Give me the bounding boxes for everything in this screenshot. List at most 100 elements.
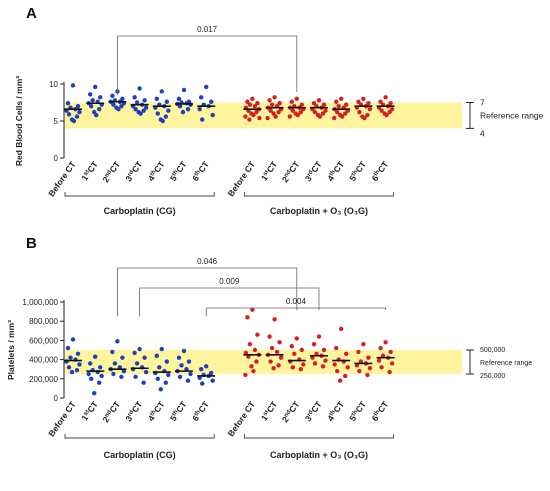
data-point — [65, 345, 71, 351]
data-point — [388, 349, 393, 355]
data-point — [181, 87, 187, 93]
data-point — [97, 106, 102, 112]
y-tick-label: 1,000,000 — [22, 298, 58, 307]
data-point — [132, 350, 137, 356]
data-point — [287, 114, 292, 119]
category-label: 6thCT — [190, 399, 211, 423]
reference-high-label: 7 — [480, 98, 485, 108]
data-point — [321, 102, 327, 107]
data-point — [323, 108, 328, 113]
data-point — [314, 351, 319, 357]
data-point — [137, 86, 142, 91]
data-point — [66, 112, 72, 117]
group-label: Carboplatin (CG) — [104, 450, 176, 460]
category-label: 4thCT — [325, 399, 346, 423]
data-point — [362, 115, 367, 121]
data-point — [74, 114, 80, 119]
category-label-text: 2ndCT — [280, 159, 302, 185]
data-point — [160, 118, 165, 124]
data-point — [343, 111, 348, 116]
y-tick-label: 600,000 — [29, 336, 58, 345]
category-label: 6thCT — [370, 159, 391, 183]
reference-low-label: 4 — [480, 128, 485, 138]
data-point — [185, 106, 191, 112]
category-label-text: 5thCT — [168, 159, 189, 183]
data-point — [133, 374, 138, 380]
data-point — [343, 373, 348, 379]
data-point — [366, 355, 371, 360]
category-label-text: 3rdCT — [303, 399, 324, 423]
data-point — [339, 326, 344, 332]
category-label-text: 4thCT — [325, 159, 346, 183]
category-label-text: 3rdCT — [123, 399, 144, 423]
category-label: 1stCT — [259, 159, 280, 183]
category-label-text: 6thCT — [190, 399, 211, 423]
data-point — [255, 332, 260, 337]
data-point — [358, 359, 364, 364]
category-label-text: 5thCT — [347, 399, 368, 423]
category-label-text: 2ndCT — [100, 159, 122, 185]
data-point — [274, 349, 280, 355]
category-label-text: 3rdCT — [123, 159, 144, 183]
reference-band — [64, 350, 462, 374]
data-point — [155, 111, 160, 116]
data-point — [138, 111, 143, 116]
data-point — [134, 100, 140, 105]
category-label: 6thCT — [370, 399, 391, 423]
data-point — [247, 102, 253, 107]
significance-bracket — [139, 287, 320, 317]
data-point — [200, 117, 205, 122]
data-point — [199, 95, 204, 100]
data-point — [379, 108, 384, 113]
reference-high-label: 500,000 — [480, 347, 505, 354]
data-point — [70, 83, 76, 88]
category-label: Before CT — [226, 159, 258, 199]
data-point — [89, 104, 94, 109]
data-point — [115, 339, 120, 344]
y-tick-label: 10 — [49, 80, 58, 89]
data-point — [312, 109, 318, 115]
category-label-text: 6thCT — [190, 159, 211, 183]
data-point — [316, 98, 322, 103]
data-point — [311, 101, 317, 106]
y-tick-label: 200,000 — [29, 375, 58, 384]
reference-low-label: 250,000 — [480, 373, 505, 380]
data-point — [320, 111, 326, 116]
category-label: 2ndCT — [280, 399, 302, 425]
data-point — [110, 93, 115, 99]
data-point — [380, 353, 386, 358]
data-point — [321, 347, 327, 353]
data-point — [143, 369, 149, 375]
data-point — [74, 367, 80, 373]
category-label-text: 6thCT — [370, 399, 391, 423]
data-point — [181, 348, 187, 354]
data-point — [185, 378, 191, 383]
data-point — [289, 343, 294, 349]
data-point — [197, 375, 202, 381]
data-point — [268, 108, 273, 113]
data-point — [120, 355, 125, 360]
data-point — [339, 96, 344, 102]
data-point — [184, 367, 189, 372]
data-point — [311, 342, 317, 347]
data-point — [69, 369, 75, 375]
data-point — [267, 334, 272, 339]
category-label: Before CT — [226, 399, 258, 439]
category-label: 1stCT — [79, 399, 100, 423]
y-tick-label: 0 — [54, 154, 59, 163]
data-point — [89, 376, 94, 381]
data-point — [255, 101, 260, 106]
p-value-label: 0.017 — [197, 25, 218, 34]
data-point — [345, 365, 350, 370]
data-point — [188, 371, 193, 377]
data-point — [99, 373, 104, 379]
data-point — [257, 115, 262, 121]
category-label: 4thCT — [325, 159, 346, 183]
data-point — [254, 359, 259, 364]
data-point — [111, 102, 116, 107]
data-point — [247, 342, 253, 347]
data-point — [110, 349, 115, 355]
